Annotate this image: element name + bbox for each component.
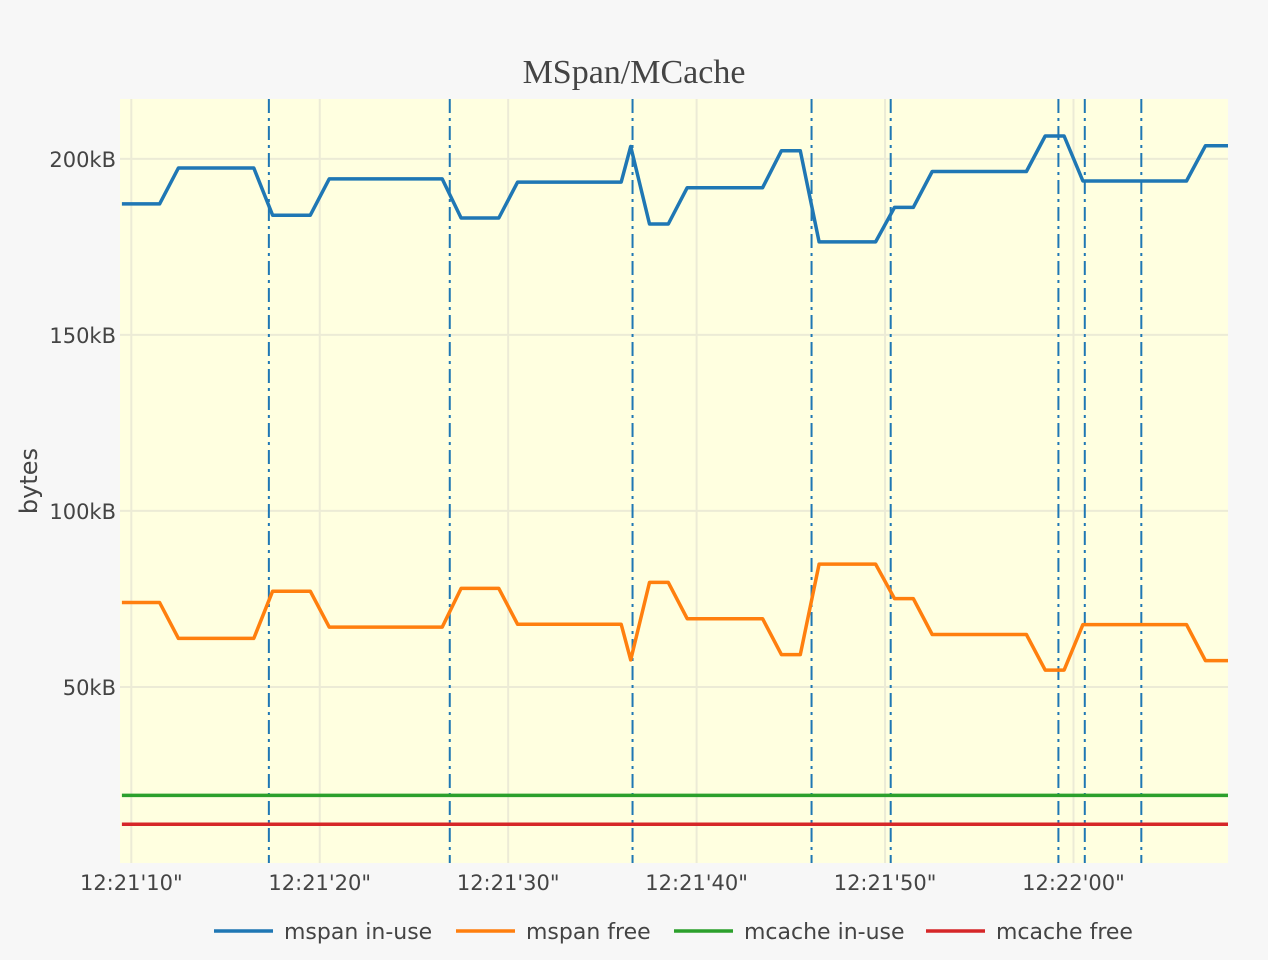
- y-axis-ticks: 50kB 100kB 150kB 200kB: [49, 148, 116, 700]
- x-tick-label: 12:21'40": [645, 871, 748, 895]
- x-tick-label: 12:22'00": [1022, 871, 1125, 895]
- x-tick-label: 12:21'30": [457, 871, 560, 895]
- plot-area: [120, 99, 1228, 863]
- x-tick-label: 12:21'10": [80, 871, 183, 895]
- event-markers: [267, 99, 1143, 863]
- mspan-in-use-line: [121, 134, 1228, 244]
- x-tick-label: 12:21'20": [268, 871, 371, 895]
- x-axis-ticks: 12:21'10" 12:21'20" 12:21'30" 12:21'40" 12:2…: [80, 871, 1125, 895]
- y-tick-label: 50kB: [63, 676, 116, 700]
- x-tick-label: 12:21'50": [834, 871, 937, 895]
- mspan-free-legend-label: mspan free: [526, 920, 651, 945]
- series-lines: [121, 134, 1228, 827]
- y-tick-label: 100kB: [49, 500, 116, 524]
- y-axis-title: bytes: [15, 448, 43, 514]
- chart-title: MSpan/MCache: [523, 54, 746, 91]
- mspan-free-line: [121, 562, 1228, 672]
- y-tick-label: 150kB: [49, 324, 116, 348]
- mspan-in-use-legend-label: mspan in-use: [284, 920, 432, 945]
- mcache-in-use-legend-label: mcache in-use: [744, 920, 905, 945]
- mcache-free-legend-label: mcache free: [996, 920, 1133, 945]
- y-tick-label: 200kB: [49, 148, 116, 172]
- legend: mspan in-use mspan free mcache in-use mcach…: [214, 920, 1133, 945]
